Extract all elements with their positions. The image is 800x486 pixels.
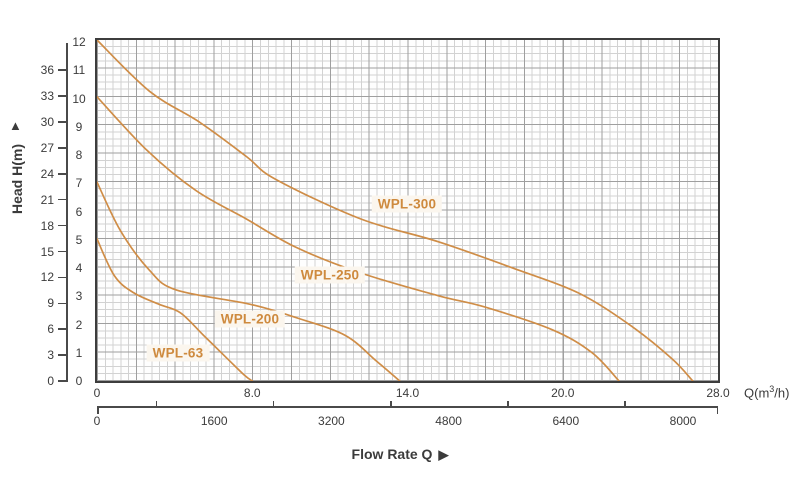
y-outer-tick-label: 27: [40, 140, 54, 155]
y-inner-tick-label: 10: [72, 91, 86, 106]
curve-label-wpl-250: WPL-250: [294, 266, 366, 284]
y-outer-tick: [58, 276, 67, 279]
x-axis-2-tick: [624, 401, 626, 406]
y-outer-axis-line: [66, 43, 68, 382]
y-outer-tick: [58, 354, 67, 356]
x-axis-2-tick-label: 4800: [435, 414, 462, 428]
y-outer-tick-label: 36: [40, 63, 54, 78]
y-inner-tick-label: 0: [75, 374, 83, 388]
y-outer-tick: [58, 250, 67, 253]
y-inner-tick-label: 7: [75, 176, 83, 191]
y-outer-tick: [58, 147, 67, 149]
y-inner-tick-label: 4: [75, 261, 83, 275]
x-axis-2-tick: [272, 401, 275, 406]
x-axis-q-tick-label: 20.0: [551, 386, 575, 400]
x-axis-2-tick: [155, 401, 158, 406]
y-outer-tick-label: 21: [40, 192, 54, 207]
y-inner-tick-label: 9: [75, 119, 83, 134]
x-axis-2-tick-label: 6400: [552, 414, 580, 428]
y-outer-tick: [58, 380, 67, 382]
y-outer-tick: [58, 302, 67, 305]
y-outer-tick-label: 12: [40, 270, 54, 285]
y-outer-tick-label: 24: [40, 166, 54, 181]
flow-axis-title-text: Flow Rate Q: [351, 446, 433, 462]
flow-axis-title: Flow Rate Q ▶: [352, 446, 449, 463]
y-outer-tick: [58, 69, 67, 71]
x-axis-2-tick-label: 3200: [318, 414, 345, 428]
x-axis-2-line: [97, 406, 718, 408]
y-inner-tick-label: 3: [75, 289, 83, 304]
x-axis-2-tick-label: 1600: [200, 414, 228, 428]
y-outer-tick: [58, 198, 67, 201]
curve-label-wpl-63: WPL-63: [146, 344, 210, 362]
x-axis-q-unit: Q(m3/h): [744, 384, 790, 401]
y-inner-tick-label: 8: [75, 148, 83, 162]
y-outer-tick-label: 6: [47, 322, 54, 337]
y-outer-tick-label: 3: [47, 348, 54, 363]
curve-label-wpl-200: WPL-200: [214, 310, 286, 328]
y-inner-tick-label: 2: [75, 317, 83, 332]
y-inner-tick-label: 1: [75, 345, 83, 360]
curve-wpl-200: [96, 181, 401, 382]
flow-axis-right-arrow-icon: ▶: [438, 447, 449, 462]
x-axis-q-tick-label: 28.0: [706, 386, 730, 400]
x-axis-2-tick-label: 0: [93, 414, 101, 428]
x-axis-2-tick-label: 8000: [669, 414, 697, 428]
y-inner-tick-label: 5: [75, 232, 83, 247]
y-inner-tick-label: 11: [72, 63, 86, 78]
y-outer-tick-label: 15: [40, 244, 54, 259]
y-outer-tick: [58, 328, 67, 330]
x-axis-2-endcap: [716, 406, 718, 414]
y-outer-tick: [58, 173, 67, 175]
curve-wpl-250: [96, 95, 620, 382]
y-outer-tick: [58, 95, 67, 97]
y-outer-tick-label: 18: [40, 218, 54, 233]
curve-label-wpl-300: WPL-300: [371, 195, 443, 213]
y-outer-tick: [58, 121, 67, 123]
y-inner-tick-label: 12: [72, 35, 86, 49]
curve-wpl-63: [96, 238, 254, 382]
y-inner-tick-label: 6: [75, 204, 83, 219]
head-axis-title: Head H(m): [9, 144, 25, 215]
curve-wpl-300: [96, 39, 694, 382]
x-axis-q-tick-label: 0: [93, 386, 101, 400]
head-axis-up-arrow-icon: ▲: [9, 118, 22, 133]
y-outer-tick-label: 0: [47, 374, 54, 388]
y-outer-tick-label: 30: [40, 115, 54, 129]
y-outer-tick-label: 9: [47, 296, 54, 311]
y-outer-tick-label: 33: [40, 89, 54, 104]
x-axis-2-tick: [507, 401, 509, 406]
y-outer-tick: [58, 224, 67, 227]
plot-area: WPL-63 WPL-200 WPL-250 WPL-300: [95, 38, 720, 383]
x-axis-q-tick-label: 8.0: [243, 386, 261, 400]
x-axis-q-tick-label: 14.0: [395, 386, 420, 400]
x-axis-2-tick: [390, 401, 392, 406]
x-axis-2-endcap: [97, 406, 99, 414]
